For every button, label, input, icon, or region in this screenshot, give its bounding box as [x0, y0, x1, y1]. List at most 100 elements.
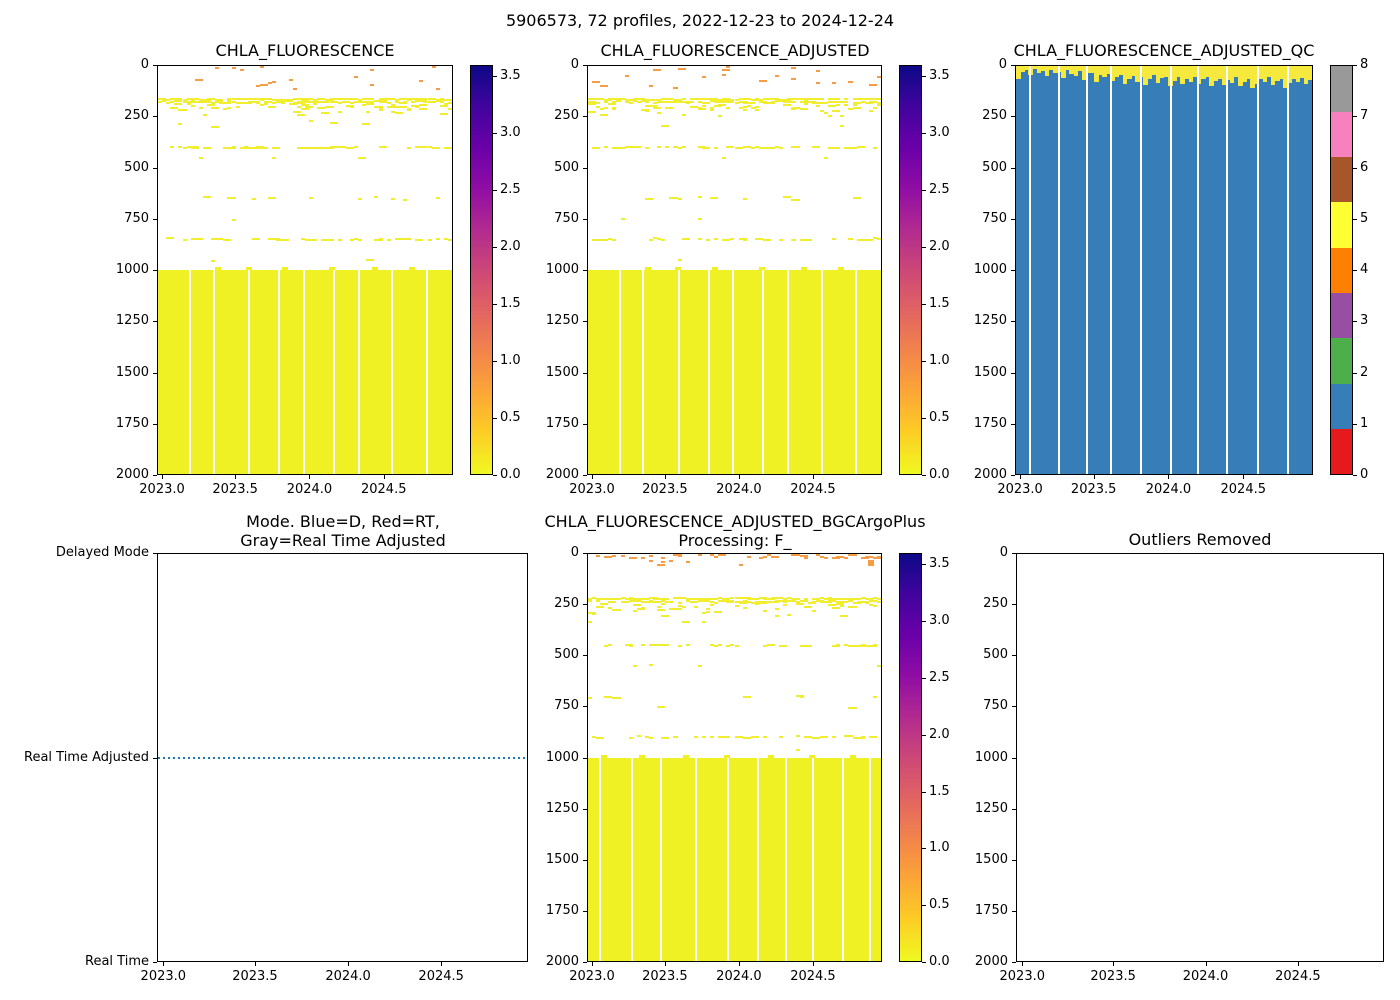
- y-tick: [1011, 475, 1015, 476]
- missing-profile-gap: [188, 270, 191, 474]
- speckle-dash: [317, 101, 322, 104]
- speckle-dash: [669, 601, 674, 604]
- speckle-dash: [824, 598, 833, 601]
- speckle-dash: [697, 107, 706, 110]
- panel-qc-title: CHLA_FLUORESCENCE_ADJUSTED_QC: [1013, 41, 1315, 60]
- speckle-dash: [742, 606, 747, 609]
- panel-chla-fluorescence-plot: [157, 65, 453, 475]
- x-tick: [254, 962, 256, 966]
- y-tick: [1011, 167, 1015, 169]
- speckle-dash: [394, 111, 403, 114]
- speckle-dash: [734, 98, 739, 101]
- speckle-dash: [419, 103, 428, 106]
- speckle-dash: [803, 238, 812, 241]
- y-tick: [153, 218, 157, 220]
- qc-surface-cap: [1131, 66, 1136, 77]
- speckle-dash: [612, 554, 617, 557]
- qc-colorbar-segment: [1331, 292, 1352, 339]
- speckle-dash: [844, 147, 853, 150]
- speckle-dash: [272, 156, 277, 159]
- speckle-dash: [714, 146, 719, 149]
- panel-mode-plot: [157, 553, 528, 962]
- colorbar-tick-label: 3.5: [929, 556, 950, 572]
- speckle-dash: [738, 237, 747, 240]
- speckle-dash: [415, 100, 420, 103]
- speckle-dash: [775, 614, 780, 617]
- speckle-dash: [588, 611, 597, 614]
- speckle-dash: [795, 748, 800, 751]
- speckle-dash: [260, 84, 269, 87]
- speckle-dash: [872, 237, 877, 240]
- speckle-dash: [592, 238, 597, 241]
- speckle-dash: [697, 218, 702, 221]
- speckle-dash: [411, 98, 416, 101]
- speckle-dash: [431, 66, 436, 69]
- speckle-dash: [435, 88, 440, 91]
- speckle-dash: [828, 597, 833, 600]
- speckle-dash: [762, 101, 768, 104]
- speckle-dash: [194, 98, 199, 101]
- colorbar-tick: [922, 848, 926, 850]
- qc-surface-cap: [1242, 66, 1247, 82]
- speckle-dash: [758, 237, 763, 240]
- speckle-dash: [689, 100, 694, 103]
- speckle-dash: [771, 644, 776, 647]
- speckle-dash: [754, 108, 759, 111]
- speckle-dash: [799, 108, 808, 111]
- speckle-dash: [661, 597, 670, 600]
- speckle-dash: [329, 97, 334, 100]
- speckle-dash: [403, 106, 408, 109]
- speckle-dash: [832, 598, 837, 601]
- speckle-dash: [767, 598, 776, 601]
- speckle-dash: [162, 98, 167, 101]
- speckle-dash: [807, 736, 812, 739]
- speckle-dash: [333, 98, 338, 101]
- speckle-dash: [775, 74, 780, 77]
- speckle-dash: [706, 147, 711, 150]
- speckle-dash: [742, 197, 747, 200]
- speckle-dash: [624, 74, 629, 77]
- qc-surface-cap: [1044, 66, 1050, 76]
- x-tick-label: 2023.0: [569, 482, 615, 497]
- speckle-dash: [612, 147, 621, 150]
- speckle-dash: [791, 597, 796, 600]
- y-tick-label: 1250: [545, 800, 579, 816]
- block-bump: [808, 754, 815, 758]
- y-tick-label: 500: [554, 159, 579, 175]
- speckle-dash: [235, 101, 240, 104]
- speckle-dash: [649, 98, 658, 101]
- speckle-dash: [435, 237, 440, 240]
- missing-profile-gap: [642, 270, 645, 474]
- speckle-dash: [354, 238, 359, 241]
- speckle-dash: [264, 98, 269, 101]
- speckle-dash: [354, 101, 363, 104]
- speckle-dash: [305, 98, 310, 101]
- speckle-dash: [726, 66, 731, 69]
- speckle-dash: [604, 145, 609, 148]
- missing-profile-gap: [786, 270, 789, 474]
- speckle-dash: [807, 98, 816, 101]
- speckle-dash: [685, 644, 690, 647]
- speckle-dash: [738, 97, 743, 100]
- colorbar-tick-label: 2.5: [929, 182, 950, 198]
- speckle-dash: [178, 98, 183, 101]
- speckle-dash: [701, 612, 706, 615]
- speckle-dash: [636, 146, 641, 149]
- missing-profile-gap: [855, 270, 858, 474]
- speckle-dash: [706, 607, 711, 610]
- speckle-dash: [832, 109, 841, 112]
- speckle-dash: [624, 146, 629, 149]
- speckle-dash: [872, 696, 877, 699]
- speckle-dash: [358, 157, 367, 160]
- speckle-dash: [288, 78, 293, 81]
- speckle-dash: [604, 645, 609, 647]
- block-bump: [711, 267, 718, 270]
- speckle-dash: [795, 107, 800, 110]
- speckle-dash: [640, 643, 645, 646]
- qc-surface-cap: [1270, 66, 1276, 86]
- speckle-dash: [677, 555, 682, 558]
- speckle-dash: [815, 736, 820, 739]
- speckle-dash: [706, 239, 711, 242]
- y-tick: [1011, 270, 1015, 271]
- speckle-dash: [636, 599, 641, 602]
